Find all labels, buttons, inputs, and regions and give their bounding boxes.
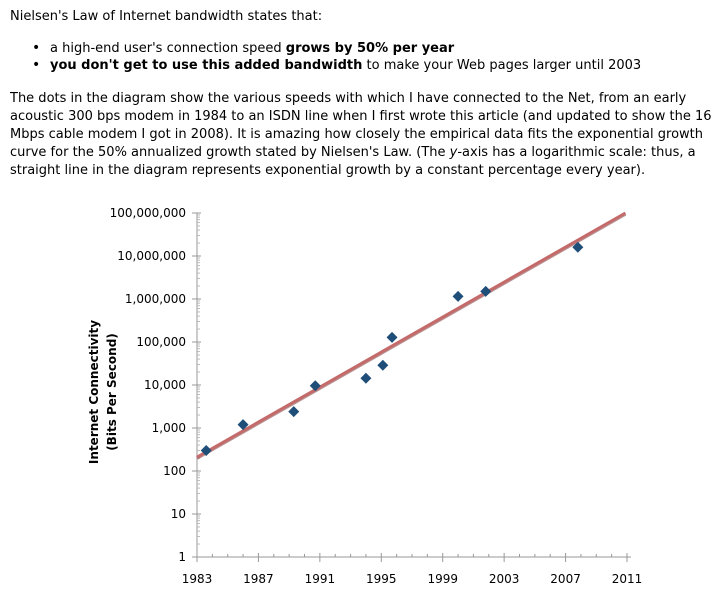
data-point-diamond — [309, 380, 321, 392]
x-tick-label: 2003 — [489, 572, 520, 586]
trend-line — [196, 211, 627, 459]
x-tick-label: 1995 — [366, 572, 397, 586]
y-tick-labels: 1 10 100 1,000 10,000 100,000 1,000,000 10,000,… — [110, 206, 186, 564]
data-point-diamond — [288, 406, 300, 418]
y-tick-label: 10,000,000 — [117, 249, 186, 263]
bullet-2-post: to make your Web pages larger until 2003 — [362, 58, 642, 73]
data-point-diamond — [237, 419, 249, 431]
data-points — [200, 241, 584, 456]
y-tick-label: 100,000 — [136, 335, 186, 349]
explanation-paragraph: The dots in the diagram show the various… — [10, 90, 712, 180]
data-point-diamond — [377, 359, 389, 371]
x-tick-label: 2011 — [612, 572, 643, 586]
x-tick-label: 1987 — [243, 572, 274, 586]
chart-axes — [192, 212, 631, 562]
y-axis-label-line1: Internet Connectivity — [87, 320, 101, 464]
data-point-diamond — [360, 372, 372, 384]
y-tick-label: 10 — [171, 507, 186, 521]
bullet-item-growth: a high-end user's connection speed grows… — [30, 40, 641, 57]
bullet-2-bold: you don't get to use this added bandwidt… — [50, 58, 363, 73]
data-point-diamond — [386, 331, 398, 343]
bullet-1-bold: grows by 50% per year — [285, 41, 455, 56]
y-tick-label: 1 — [178, 550, 186, 564]
data-point-diamond — [200, 444, 212, 456]
x-tick-label: 2007 — [550, 572, 581, 586]
x-tick-labels: 1983 1987 1991 1995 1999 2003 2007 2011 — [182, 572, 643, 586]
y-tick-label: 1,000,000 — [125, 292, 186, 306]
data-point-diamond — [572, 241, 584, 253]
x-tick-label: 1983 — [182, 572, 213, 586]
data-point-diamond — [480, 285, 492, 297]
x-tick-label: 1991 — [305, 572, 336, 586]
paragraph-y-italic: y — [449, 145, 458, 160]
paragraph-part-1: The dots in the diagram show the various… — [10, 91, 712, 160]
bullet-1-pre: a high-end user's connection speed — [50, 41, 286, 56]
y-tick-label: 100,000,000 — [110, 206, 186, 220]
x-tick-label: 1999 — [427, 572, 458, 586]
y-axis-label-line2: (Bits Per Second) — [105, 333, 119, 451]
intro-text: Nielsen's Law of Internet bandwidth stat… — [10, 9, 323, 24]
data-point-diamond — [452, 290, 464, 302]
bullet-item-bandwidth: you don't get to use this added bandwidt… — [30, 57, 641, 74]
trend-line-group — [196, 211, 627, 460]
y-tick-label: 1,000 — [152, 421, 186, 435]
law-bullet-list: a high-end user's connection speed grows… — [30, 40, 641, 74]
paragraph-part-2: -axis has a logarithmic scale: thus, a s… — [10, 145, 696, 178]
y-tick-label: 100 — [163, 464, 186, 478]
y-tick-label: 10,000 — [144, 378, 186, 392]
